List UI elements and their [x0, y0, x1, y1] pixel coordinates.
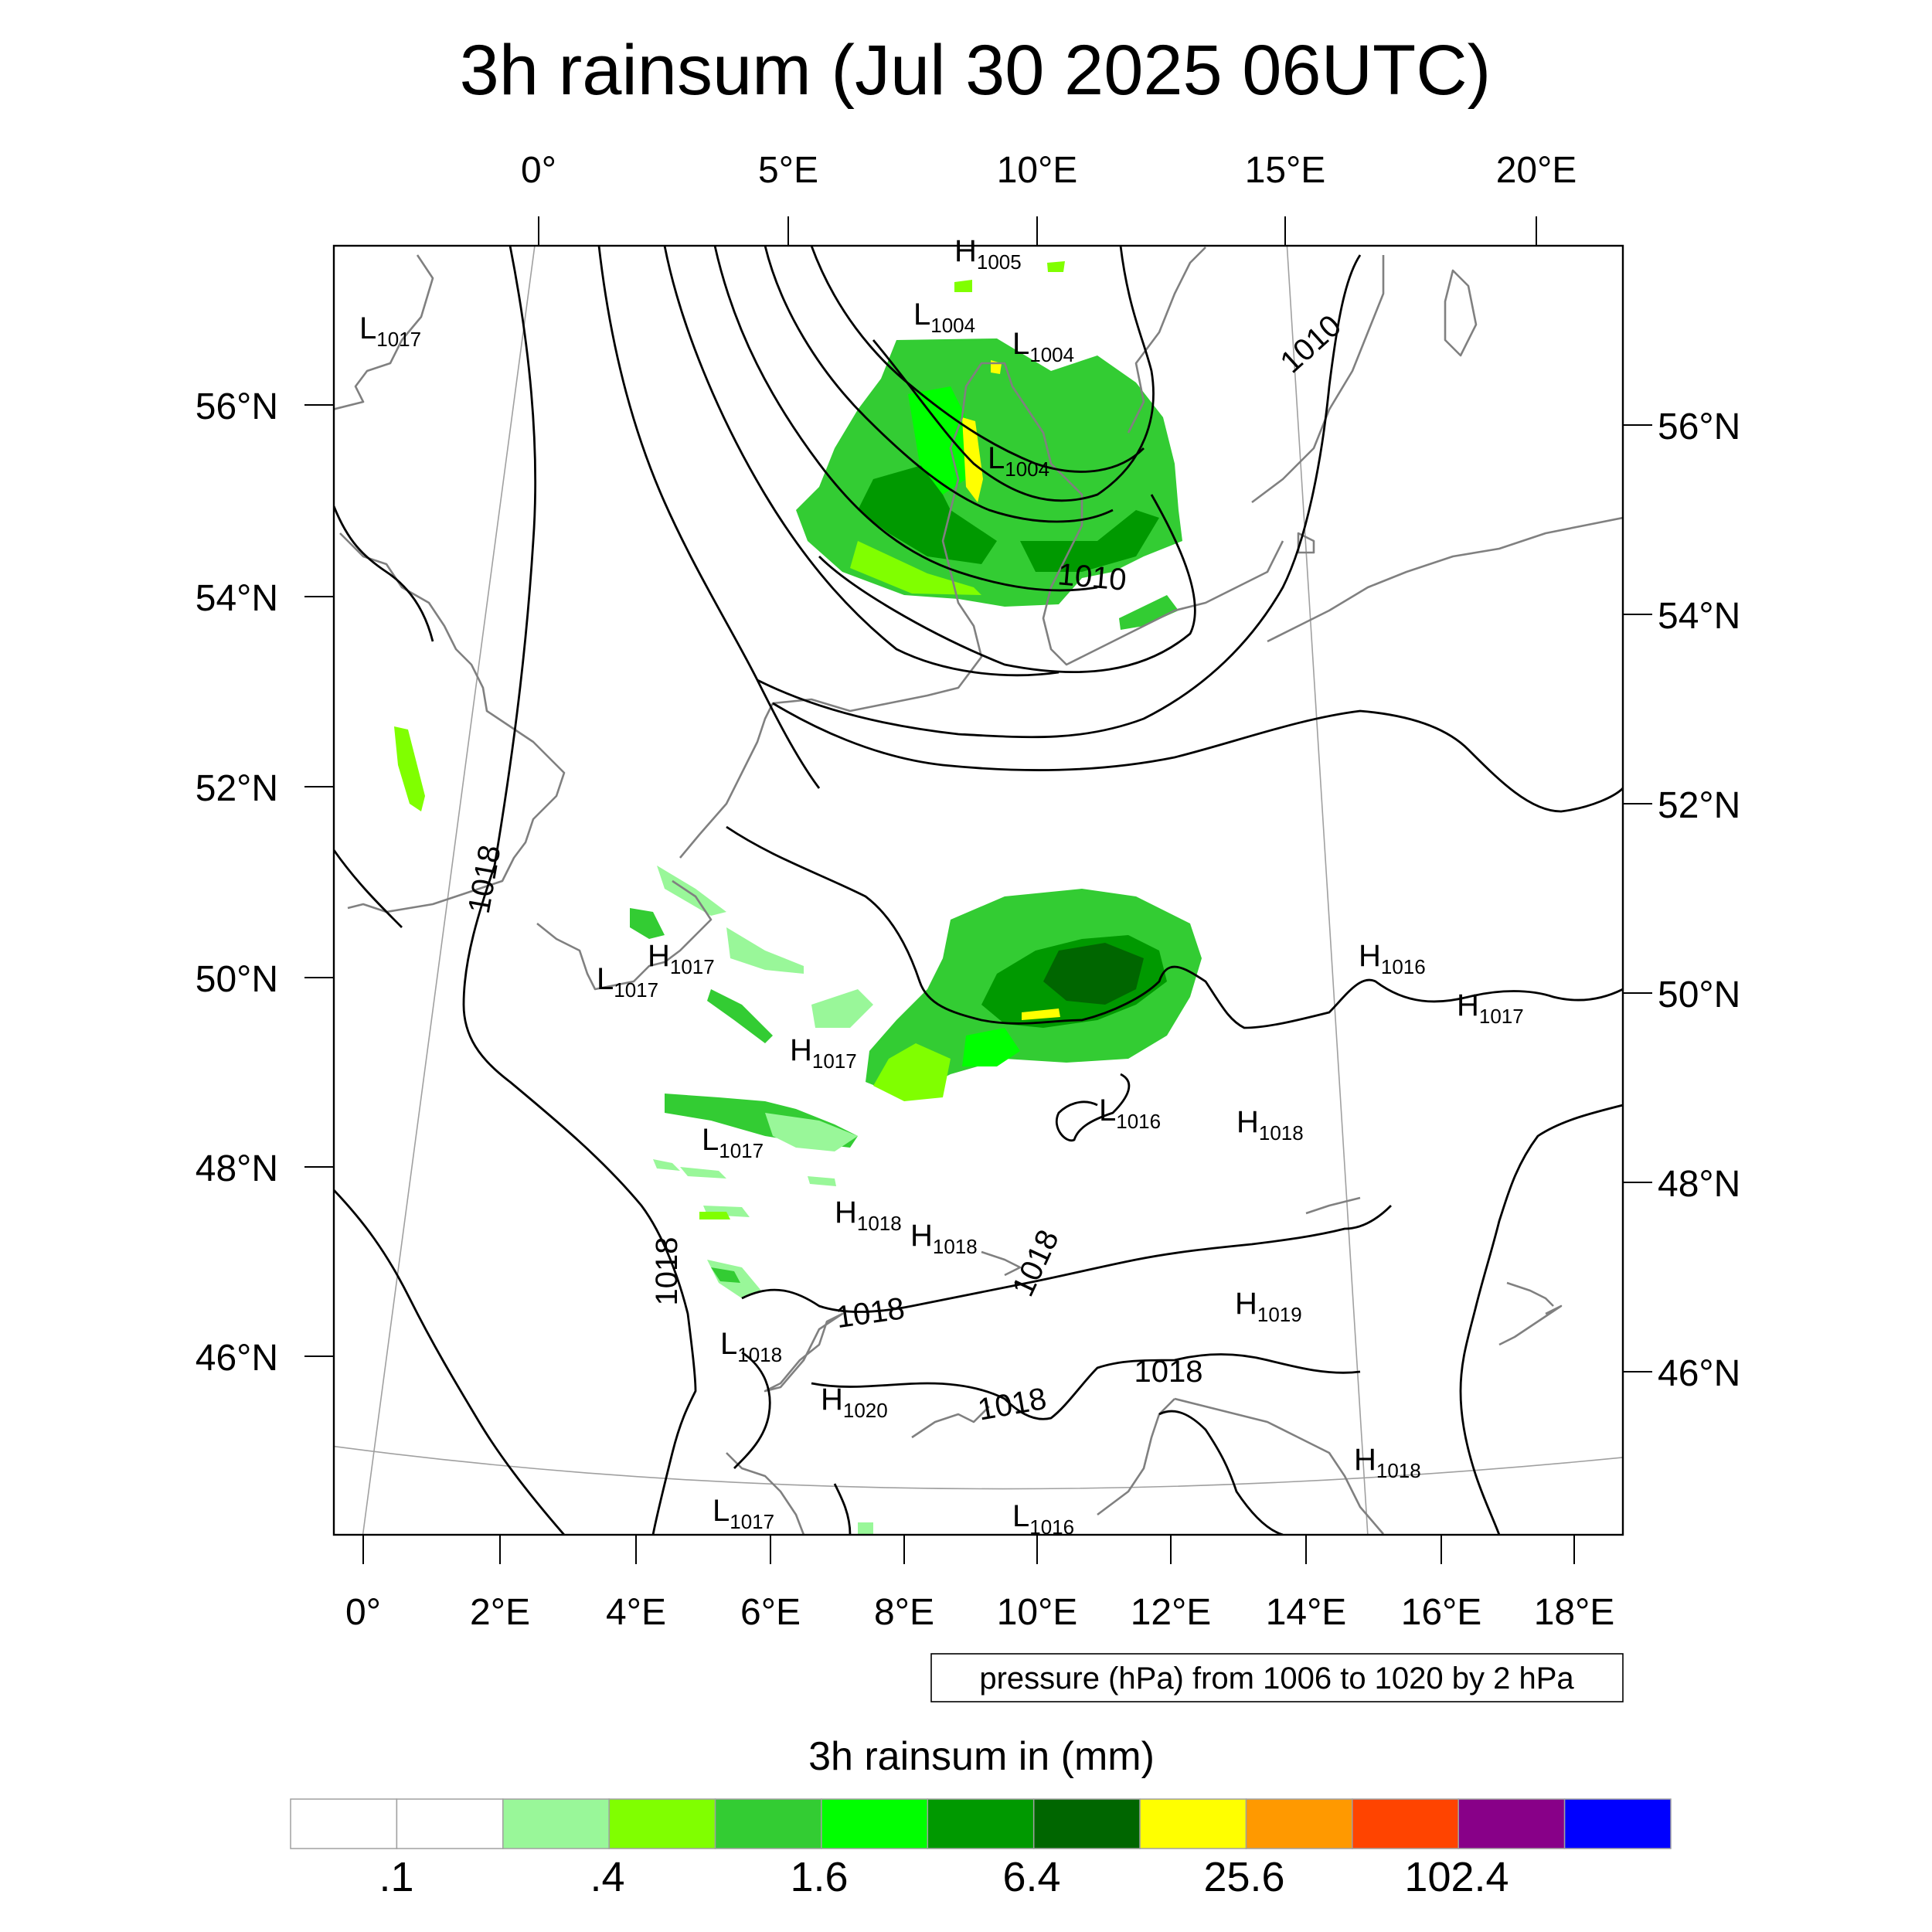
tick-label: 48°N	[1658, 1164, 1740, 1205]
tick-label: 54°N	[1658, 596, 1740, 637]
tick-label: 10°E	[997, 1592, 1078, 1633]
right-lat-labels: 56°N 54°N 52°N 50°N 48°N 46°N	[1658, 406, 1740, 1394]
pressure-center: H1018	[1354, 1443, 1421, 1482]
contour-info-text: pressure (hPa) from 1006 to 1020 by 2 hP…	[979, 1662, 1574, 1696]
pressure-center: H1017	[790, 1033, 857, 1073]
rain-field	[394, 261, 1202, 1535]
pressure-center: L1017	[359, 311, 421, 351]
isobar-label: 1018	[650, 1237, 684, 1306]
pressure-center: L1017	[597, 962, 658, 1002]
isobars	[334, 246, 1623, 1535]
tick-label: 0°	[521, 150, 556, 191]
pressure-center: H1018	[835, 1196, 902, 1235]
tick-label: 56°N	[1658, 406, 1740, 447]
colorbar-tick-label: 102.4	[1404, 1854, 1509, 1900]
colorbar-cells	[290, 1798, 1672, 1849]
pressure-center: L1004	[988, 441, 1049, 481]
axes: 0° 5°E 10°E 15°E 20°E 0° 2°E 4°E 6°E 8°E…	[196, 150, 1741, 1633]
colorbar-tick-label: 1.6	[790, 1854, 848, 1900]
tick-label: 0°	[345, 1592, 381, 1633]
colorbar-cell	[608, 1798, 716, 1849]
colorbar-cell	[1032, 1798, 1141, 1849]
colorbar-title: 3h rainsum in (mm)	[808, 1734, 1155, 1779]
colorbar-cell	[1245, 1798, 1353, 1849]
rain-area-west	[630, 866, 873, 1535]
tick-label: 52°N	[1658, 785, 1740, 826]
pressure-center: H1018	[910, 1219, 978, 1258]
tick-label: 6°E	[740, 1592, 801, 1633]
rain-area-central	[811, 889, 1202, 1101]
tick-label: 46°N	[196, 1338, 278, 1379]
pressure-center: H1017	[648, 939, 715, 978]
map-frame	[332, 244, 1624, 1536]
colorbar-cell	[821, 1798, 929, 1849]
colorbar-tick-label: .1	[379, 1854, 413, 1900]
pressure-center: H1020	[821, 1383, 888, 1422]
right-lat-axis	[1623, 424, 1652, 1372]
map-title: 3h rainsum (Jul 30 2025 06UTC)	[460, 31, 1492, 110]
pressure-center-labels: H1005 L1017 L1004 L1004 L1004 H1017 L101…	[359, 234, 1524, 1539]
tick-label: 12°E	[1131, 1592, 1212, 1633]
bottom-lon-axis	[362, 1535, 1575, 1564]
top-lon-labels: 0° 5°E 10°E 15°E 20°E	[521, 150, 1577, 191]
tick-label: 46°N	[1658, 1353, 1740, 1394]
tick-label: 20°E	[1496, 150, 1577, 191]
tick-label: 16°E	[1401, 1592, 1482, 1633]
colorbar: 3h rainsum in (mm) .1 .4 1.6 6.4 25.6 10…	[290, 1734, 1672, 1900]
tick-label: 14°E	[1266, 1592, 1347, 1633]
tick-label: 18°E	[1534, 1592, 1615, 1633]
tick-label: 2°E	[470, 1592, 530, 1633]
rain-area-north	[394, 261, 1182, 811]
colorbar-tick-label: 25.6	[1203, 1854, 1284, 1900]
tick-label: 10°E	[997, 150, 1078, 191]
colorbar-cell	[1352, 1798, 1459, 1849]
colorbar-tick-label: 6.4	[1002, 1854, 1060, 1900]
pressure-center: L1017	[713, 1494, 774, 1533]
pressure-center: L1004	[913, 298, 975, 337]
contour-info-box: pressure (hPa) from 1006 to 1020 by 2 hP…	[930, 1653, 1624, 1702]
pressure-center: H1016	[1359, 939, 1426, 978]
tick-label: 15°E	[1245, 150, 1326, 191]
tick-label: 54°N	[196, 578, 278, 619]
tick-label: 50°N	[1658, 975, 1740, 1015]
colorbar-cell	[396, 1798, 504, 1849]
top-lon-axis	[538, 216, 1537, 246]
left-lat-axis	[304, 404, 334, 1357]
tick-label: 48°N	[196, 1148, 278, 1189]
pressure-center: L1018	[720, 1327, 782, 1366]
pressure-center: H1019	[1235, 1287, 1302, 1326]
pressure-center: L1017	[702, 1123, 764, 1162]
colorbar-cell	[927, 1798, 1035, 1849]
tick-label: 56°N	[196, 386, 278, 427]
tick-label: 8°E	[874, 1592, 934, 1633]
colorbar-cell	[1458, 1798, 1566, 1849]
left-lat-labels: 56°N 54°N 52°N 50°N 48°N 46°N	[196, 386, 278, 1379]
colorbar-tick-label: .4	[590, 1854, 624, 1900]
pressure-center: H1017	[1457, 988, 1524, 1028]
pressure-center: L1004	[1012, 327, 1074, 366]
colorbar-cell	[714, 1798, 822, 1849]
isobar-label: 1018	[1134, 1355, 1203, 1389]
map-panel: H1005 L1017 L1004 L1004 L1004 H1017 L101…	[332, 234, 1624, 1539]
pressure-center: H1005	[954, 234, 1022, 274]
bottom-lon-labels: 0° 2°E 4°E 6°E 8°E 10°E 12°E 14°E 16°E 1…	[345, 1592, 1614, 1633]
pressure-center: L1016	[1099, 1094, 1161, 1133]
isobar-label: 1010	[1056, 557, 1128, 597]
colorbar-cell	[502, 1798, 610, 1849]
colorbar-cell	[290, 1798, 398, 1849]
pressure-center: H1018	[1236, 1105, 1304, 1145]
tick-label: 52°N	[196, 768, 278, 809]
colorbar-cell	[1139, 1798, 1247, 1849]
tick-label: 4°E	[606, 1592, 666, 1633]
tick-label: 50°N	[196, 959, 278, 1000]
tick-label: 5°E	[758, 150, 818, 191]
colorbar-cell	[1563, 1798, 1672, 1849]
